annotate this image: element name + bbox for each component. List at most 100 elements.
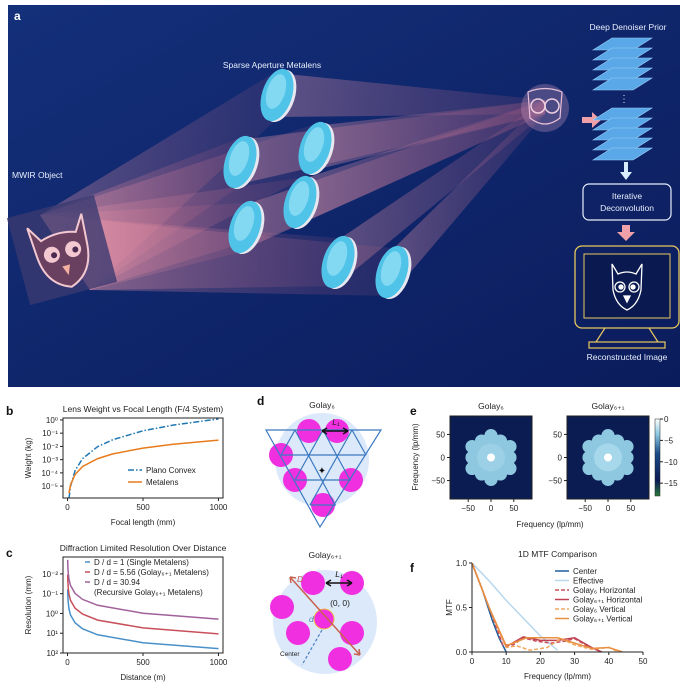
aperture — [340, 621, 364, 645]
x-axis-label: Frequency (lp/mm) — [524, 672, 591, 681]
y-tick-label: −50 — [431, 477, 445, 486]
mwir-object-owl — [6, 194, 118, 306]
y-axis-label: Frequency (lp/mm) — [411, 423, 420, 490]
legend-entry: Golay₆ Vertical — [573, 605, 626, 614]
center-label: Center — [280, 651, 300, 658]
arrow-down-icon — [620, 162, 632, 180]
denoiser-layer — [591, 77, 654, 91]
golay61-l1-label: L₁ — [335, 569, 343, 579]
metalens — [223, 135, 260, 190]
panel-b-label: b — [6, 404, 13, 418]
denoiser-layer-stack — [591, 37, 654, 161]
series-line — [66, 574, 219, 635]
center-dashed-line — [301, 629, 323, 666]
x-tick-label: 0 — [470, 657, 475, 666]
x-tick-label: 50 — [639, 657, 648, 666]
panel-d: d Golay₆ ✦ L₁ Golay₆₊₁ D d Center L₁ (0,… — [257, 394, 383, 674]
incoming-beam — [40, 215, 392, 296]
y-tick-label: 10² — [46, 649, 58, 658]
series-line — [66, 589, 219, 650]
panel-d-label: d — [257, 394, 264, 408]
center-aperture — [313, 608, 335, 630]
x-tick-label: −50 — [578, 504, 592, 513]
sensor-blur-image — [521, 84, 569, 132]
deconv-label-1: Iterative — [612, 191, 643, 201]
d-label: d — [309, 614, 314, 624]
D-label: D — [297, 574, 303, 584]
colorbar-tick-label: −10 — [664, 458, 678, 467]
colorbar-tick-label: −15 — [664, 479, 678, 488]
heatmap-1: Golay₆ −50 0 50 50 0 −50 — [431, 401, 533, 513]
l1-arrow-icon-2 — [325, 579, 353, 587]
legend-entry: Golay₆₊₁ Horizontal — [573, 596, 643, 605]
stack-ellipsis: ⋮ — [619, 94, 629, 105]
x-tick-label: 20 — [536, 657, 545, 666]
y-tick-label: 10⁻¹ — [42, 590, 58, 599]
metalens — [260, 68, 297, 123]
y-tick-label: 0 — [441, 454, 446, 463]
legend-entry: Metalens — [146, 478, 178, 487]
charts: b Lens Weight vs Focal Length (F/4 System… — [6, 401, 678, 682]
metalens — [283, 175, 320, 230]
chart-title: 1D MTF Comparison — [518, 549, 597, 559]
y-tick-label: 10¹ — [46, 629, 58, 638]
series-line — [68, 418, 219, 498]
aperture — [297, 419, 321, 443]
x-tick-label: 50 — [626, 504, 635, 513]
mtf-lobe — [503, 450, 517, 465]
y-tick-label: −50 — [548, 477, 562, 486]
series-line — [472, 563, 623, 652]
x-tick-label: 500 — [136, 503, 150, 512]
series-line — [66, 559, 219, 620]
mtf-peak — [604, 453, 612, 462]
series-group — [68, 418, 219, 498]
x-tick-label: 30 — [570, 657, 579, 666]
legend-entry: Center — [573, 567, 597, 576]
y-axis-label: Resolution (mm) — [24, 575, 33, 634]
outgoing-beam — [245, 100, 545, 249]
series-line — [68, 439, 219, 494]
golay6-l1-label: L₁ — [332, 417, 340, 427]
legend-entry: D / d = 5.56 (Golay₆₊₁ Metalens) — [94, 568, 209, 577]
reconstructed-image-label: Reconstructed Image — [587, 352, 668, 362]
y-tick-label: 10⁻³ — [42, 456, 58, 465]
y-tick-label: 1.0 — [456, 559, 468, 568]
y-tick-label: 0.0 — [456, 648, 468, 657]
iterative-deconvolution-box — [582, 183, 672, 221]
legend-entry: Plano Convex — [146, 466, 196, 475]
y-tick-label: 10⁻² — [42, 570, 58, 579]
x-tick-label: 50 — [509, 504, 518, 513]
y-tick-label: 0.5 — [456, 604, 468, 613]
panel-c-label: c — [6, 546, 13, 560]
x-tick-label: 0 — [65, 658, 70, 667]
y-axis-label: Weight (kg) — [24, 437, 33, 478]
y-tick-label: 10⁻¹ — [42, 429, 58, 438]
outgoing-beam — [277, 73, 545, 117]
light-beams — [40, 71, 545, 296]
arrow-to-prior-icon — [582, 112, 601, 128]
y-tick-label: 50 — [436, 430, 445, 439]
D-diameter-arrow-icon — [289, 576, 361, 656]
aperture — [286, 621, 310, 645]
mtf-lobe — [620, 450, 634, 465]
monitor-icon — [574, 245, 680, 349]
outgoing-beam — [392, 100, 545, 294]
colorbar-tick-label: −5 — [664, 436, 674, 445]
chart-f: f 1D MTF Comparison Frequency (lp/mm) MTF 0 1… — [410, 549, 648, 681]
l1-arrow-icon — [321, 427, 349, 435]
x-tick-label: 40 — [604, 657, 613, 666]
panel-a-label: a — [14, 9, 21, 23]
legend-entry: Effective — [573, 577, 604, 586]
colorbar-tick-label: 0 — [664, 415, 669, 424]
chart-b: b Lens Weight vs Focal Length (F/4 System… — [6, 404, 228, 527]
legend-entry: D / d = 1 (Single Metalens) — [94, 558, 189, 567]
legend-entry: Golay₆ Horizontal — [573, 586, 636, 595]
x-tick-label: 1000 — [210, 658, 228, 667]
mtf-lobe — [620, 439, 634, 454]
metalens — [298, 121, 335, 176]
x-tick-label: 0 — [65, 503, 70, 512]
y-tick-label: 10⁻⁵ — [42, 482, 58, 491]
